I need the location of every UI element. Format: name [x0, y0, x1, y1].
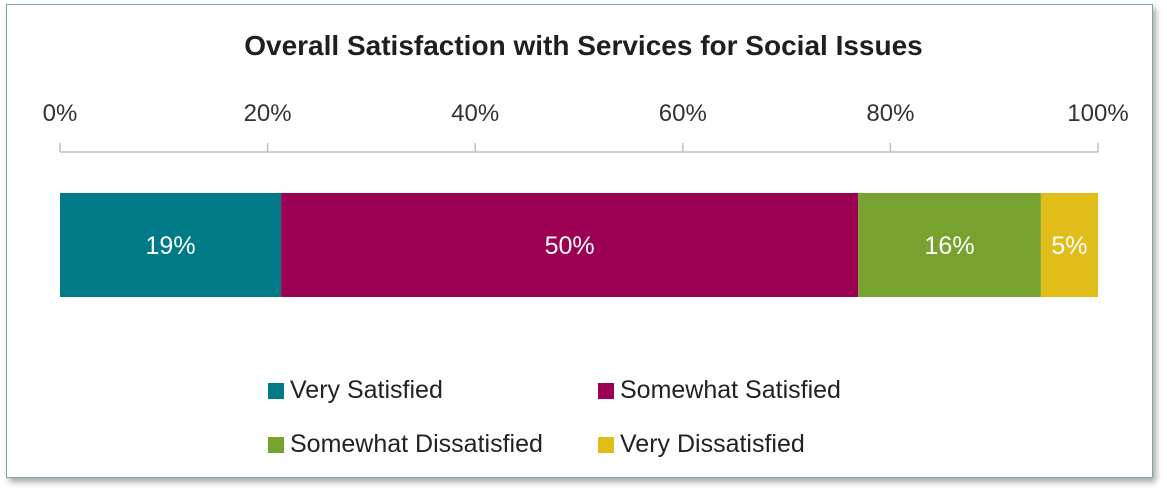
legend-swatch — [598, 382, 614, 399]
legend-swatch — [268, 436, 284, 453]
bar-data-label: 16% — [925, 232, 975, 260]
axis-tick-label: 20% — [244, 100, 292, 127]
bar-segment — [1040, 193, 1098, 297]
bar-segment — [281, 193, 859, 297]
legend-item-very-dissatisfied: Very Dissatisfied — [598, 430, 805, 459]
legend-label: Very Satisfied — [290, 376, 443, 404]
legend-item-somewhat-satisfied: Somewhat Satisfied — [598, 376, 841, 405]
bar-data-label: 5% — [1051, 232, 1087, 260]
bar-data-label: 19% — [146, 232, 196, 260]
bar-segment — [60, 193, 282, 297]
legend-label: Somewhat Satisfied — [620, 376, 841, 404]
legend-swatch — [598, 436, 614, 453]
legend-item-very-satisfied: Very Satisfied — [268, 376, 443, 405]
axis-tick-label: 80% — [866, 100, 914, 127]
axis-tick-label: 100% — [1067, 100, 1128, 127]
bar-segment — [858, 193, 1041, 297]
legend-label: Very Dissatisfied — [620, 430, 805, 458]
legend-swatch — [268, 382, 284, 399]
axis-tick-label: 60% — [659, 100, 707, 127]
bar-data-label: 50% — [545, 232, 595, 260]
legend-label: Somewhat Dissatisfied — [290, 430, 543, 458]
axis-tick-label: 0% — [43, 100, 78, 127]
legend-item-somewhat-dissatisfied: Somewhat Dissatisfied — [268, 430, 543, 459]
axis-tick-label: 40% — [451, 100, 499, 127]
chart-title: Overall Satisfaction with Services for S… — [244, 30, 923, 61]
